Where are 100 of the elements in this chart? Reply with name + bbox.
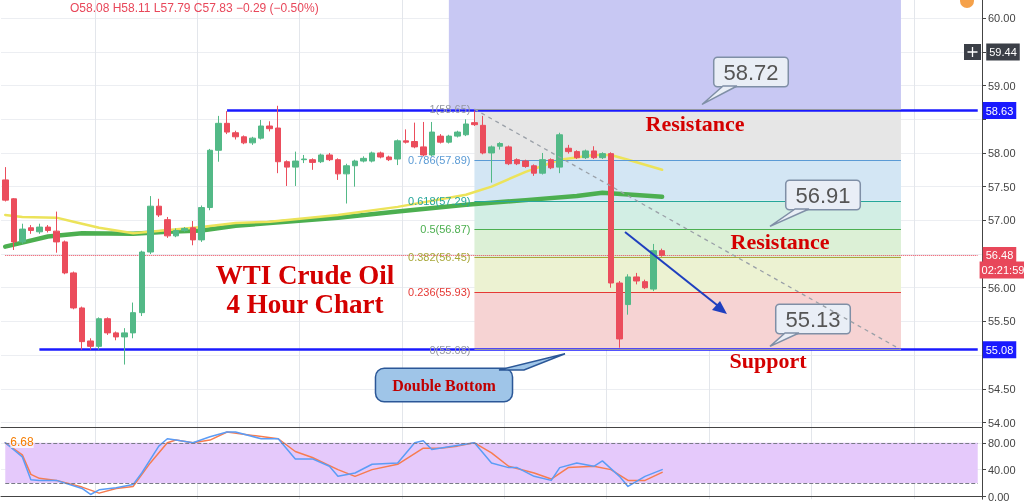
ref-line-label: 0(55.08) bbox=[429, 343, 471, 356]
candlestick bbox=[574, 149, 580, 160]
candlestick bbox=[224, 110, 230, 135]
candlestick bbox=[198, 205, 205, 243]
candlestick bbox=[87, 337, 94, 351]
candlestick bbox=[79, 306, 85, 351]
candlestick bbox=[531, 163, 537, 177]
y-tick-label: 57.50 bbox=[988, 180, 1016, 193]
candlestick bbox=[565, 144, 572, 155]
candlestick bbox=[386, 155, 392, 162]
candlestick bbox=[121, 327, 128, 366]
candlestick bbox=[505, 145, 512, 166]
candlestick bbox=[28, 224, 34, 235]
candlestick bbox=[471, 110, 478, 127]
candlestick bbox=[403, 128, 409, 145]
annotation: 02:21:59 bbox=[981, 264, 1024, 276]
candlestick bbox=[147, 195, 154, 255]
text: 59.44 bbox=[989, 46, 1017, 58]
annotation: 55.13 bbox=[785, 306, 841, 332]
ref-line-label: 55.08 bbox=[985, 343, 1014, 356]
annotation: O58.08 H58.11 L57.79 C57.83 −0.29 (−0.50%) bbox=[70, 1, 319, 15]
ref-line-label: 0.382(56.45) bbox=[408, 251, 471, 264]
candlestick bbox=[70, 271, 77, 310]
ref-line-label: 56.48 bbox=[985, 249, 1014, 262]
candlestick bbox=[454, 130, 461, 138]
candlestick bbox=[497, 141, 503, 151]
candlestick bbox=[446, 134, 452, 145]
candlestick bbox=[514, 157, 520, 166]
line-series bbox=[3, 190, 665, 249]
candlestick bbox=[275, 105, 281, 174]
candlestick bbox=[215, 115, 222, 163]
ref-line-label: 58.63 bbox=[985, 104, 1014, 117]
annotation: Double Bottom bbox=[392, 376, 497, 394]
ref-line-label: 0.786(57.89) bbox=[408, 154, 471, 167]
candlestick bbox=[156, 198, 162, 218]
candlestick bbox=[139, 250, 145, 317]
candlestick bbox=[488, 145, 495, 184]
y-tick-label: 80.00 bbox=[988, 436, 1016, 449]
candlestick bbox=[284, 159, 290, 187]
candlestick bbox=[309, 157, 316, 171]
candlestick bbox=[480, 115, 486, 155]
candlestick bbox=[335, 157, 341, 181]
candlestick bbox=[45, 224, 51, 233]
text: 4 Hour Chart bbox=[226, 288, 384, 319]
line-series bbox=[4, 153, 664, 235]
candlestick bbox=[2, 166, 9, 202]
annotation: 56.91 bbox=[795, 182, 851, 208]
annotation: 58.72 bbox=[723, 59, 779, 85]
candlestick bbox=[650, 243, 657, 292]
annotation: Support bbox=[729, 347, 808, 373]
y-tick-label: 57.00 bbox=[988, 214, 1016, 227]
y-tick-label: 58.00 bbox=[988, 146, 1016, 159]
y-tick-label: 0.00 bbox=[988, 490, 1010, 502]
ref-line-label: 0.236(55.93) bbox=[408, 286, 471, 299]
candlestick bbox=[642, 279, 648, 290]
candlestick bbox=[429, 121, 435, 157]
candlestick bbox=[190, 220, 196, 246]
candlestick bbox=[420, 121, 427, 157]
candlestick bbox=[582, 149, 589, 160]
y-tick-label: 40.00 bbox=[988, 463, 1016, 476]
candlestick bbox=[343, 163, 350, 204]
candlestick bbox=[625, 273, 631, 316]
y-tick-label: 54.50 bbox=[988, 382, 1016, 395]
annotation: Resistance bbox=[730, 228, 830, 254]
candlestick bbox=[556, 132, 563, 174]
candlestick bbox=[522, 159, 529, 169]
candlestick bbox=[266, 120, 273, 132]
candlestick bbox=[19, 223, 26, 245]
candlestick bbox=[437, 133, 444, 145]
candlestick bbox=[258, 119, 264, 140]
candlestick bbox=[599, 151, 606, 160]
candlestick bbox=[633, 272, 640, 285]
candlestick bbox=[591, 145, 597, 160]
candlestick bbox=[292, 151, 299, 187]
candlestick bbox=[96, 316, 102, 351]
candlestick bbox=[181, 226, 188, 233]
candlestick bbox=[104, 316, 111, 336]
candlestick bbox=[301, 154, 307, 164]
candlestick bbox=[394, 138, 401, 166]
candlestick bbox=[539, 152, 546, 176]
candlestick bbox=[548, 157, 554, 170]
candlestick bbox=[318, 153, 324, 164]
y-tick-label: 54.00 bbox=[988, 416, 1016, 429]
candlestick bbox=[173, 227, 179, 238]
candlestick bbox=[130, 302, 136, 339]
candlestick bbox=[53, 211, 60, 254]
ref-line-label: 0.5(56.87) bbox=[420, 223, 471, 236]
y-tick-label: 56.00 bbox=[988, 281, 1016, 294]
text: WTI Crude Oil bbox=[215, 259, 395, 290]
candlestick bbox=[36, 223, 43, 235]
candlestick bbox=[232, 130, 239, 140]
candlestick bbox=[11, 197, 17, 251]
y-tick-label: 55.50 bbox=[988, 315, 1016, 328]
candlestick bbox=[249, 136, 256, 146]
candlestick bbox=[360, 155, 367, 163]
candlestick bbox=[369, 151, 375, 163]
annotation: 6.68 bbox=[10, 435, 34, 449]
candlestick bbox=[352, 159, 358, 188]
candlestick bbox=[241, 134, 247, 145]
candlestick bbox=[411, 122, 418, 149]
